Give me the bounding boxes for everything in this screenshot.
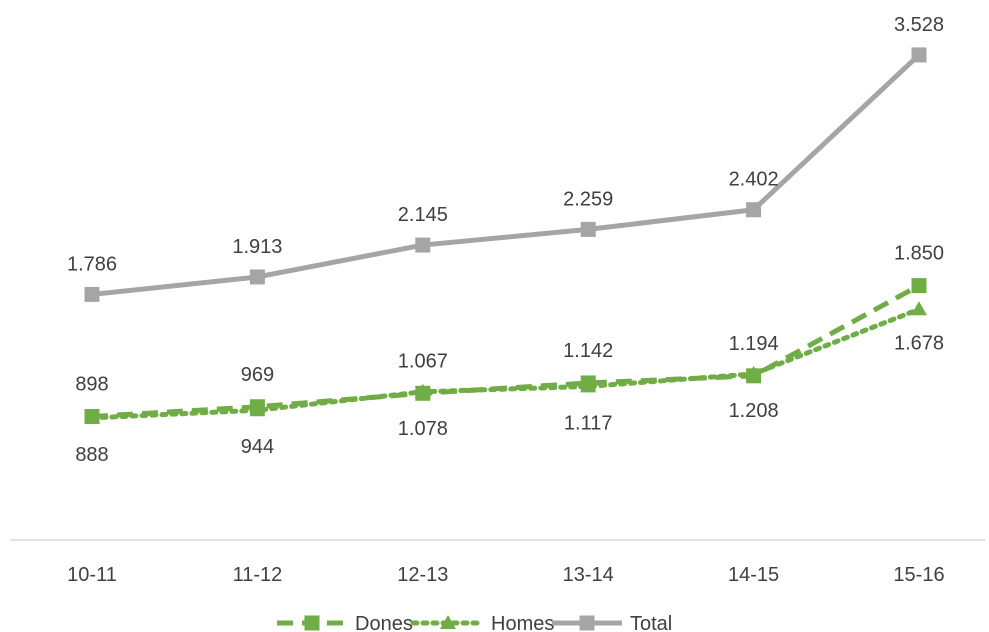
- x-tick-label-11-12: 11-12: [233, 564, 283, 586]
- data-label-dones-12-13: 1.067: [398, 350, 448, 372]
- series-line-total: [91, 53, 921, 297]
- data-label-homes-12-13: 1.078: [398, 418, 448, 440]
- data-label-homes-10-11: 888: [75, 444, 108, 466]
- data-point-total-13-14: [580, 221, 596, 237]
- series-line-homes: [89, 306, 922, 421]
- data-label-homes-11-12: 944: [241, 436, 274, 458]
- legend-label-dones: Dones: [355, 613, 413, 632]
- legend-label-homes: Homes: [491, 613, 554, 632]
- data-point-dones-13-14: [580, 375, 596, 391]
- legend-item-homes: Homes: [410, 613, 554, 632]
- data-point-total-12-13: [415, 237, 431, 253]
- legend-item-total: Total: [552, 613, 672, 632]
- data-label-homes-15-16: 1.678: [894, 332, 944, 354]
- data-point-total-14-15: [746, 202, 762, 218]
- data-point-dones-12-13: [415, 385, 431, 401]
- series-homes: [84, 301, 927, 424]
- x-tick-label-10-11: 10-11: [67, 564, 117, 586]
- legend-marker-homes: [440, 615, 456, 629]
- legend-label-total: Total: [630, 613, 672, 632]
- x-tick-label-13-14: 13-14: [563, 564, 614, 586]
- data-point-total-15-16: [911, 47, 927, 63]
- data-labels: 1.786 1.913 2.145 2.259 2.402 3.528 898 969 1.06…: [67, 14, 944, 466]
- x-tick-label-12-13: 12-13: [397, 564, 448, 586]
- data-point-dones-14-15: [746, 368, 762, 384]
- data-label-dones-11-12: 969: [241, 364, 274, 386]
- data-point-homes-15-16: [911, 301, 927, 316]
- x-tick-label-15-16: 15-16: [893, 564, 944, 586]
- data-label-total-14-15: 2.402: [729, 169, 779, 191]
- data-label-total-13-14: 2.259: [563, 188, 613, 210]
- data-label-dones-10-11: 898: [75, 374, 108, 396]
- data-label-homes-13-14: 1.117: [564, 412, 613, 434]
- x-axis-tick-labels: 10-11 11-12 12-13 13-14 14-15 15-16: [67, 564, 944, 586]
- data-label-dones-14-15: 1.194: [729, 333, 779, 355]
- data-point-total-11-12: [249, 269, 265, 285]
- data-label-dones-15-16: 1.850: [894, 243, 944, 265]
- data-label-homes-14-15: 1.208: [729, 400, 779, 422]
- series-line-dones: [91, 283, 921, 420]
- series-dones: [84, 278, 927, 425]
- data-point-dones-15-16: [911, 278, 927, 294]
- legend-item-dones: Dones: [277, 613, 413, 632]
- x-tick-label-14-15: 14-15: [728, 564, 779, 586]
- legend: Dones Homes Total: [277, 613, 672, 632]
- data-label-total-12-13: 2.145: [398, 204, 448, 226]
- data-label-total-10-11: 1.786: [67, 253, 117, 275]
- data-point-dones-10-11: [84, 409, 100, 425]
- data-label-total-11-12: 1.913: [232, 236, 282, 258]
- series-total: [84, 47, 927, 302]
- data-point-total-10-11: [84, 286, 100, 302]
- data-label-dones-13-14: 1.142: [563, 340, 613, 362]
- data-point-dones-11-12: [249, 399, 265, 415]
- legend-marker-total: [579, 615, 595, 631]
- series-layer: [84, 47, 927, 425]
- legend-marker-dones: [304, 615, 320, 631]
- data-label-total-15-16: 3.528: [894, 14, 944, 36]
